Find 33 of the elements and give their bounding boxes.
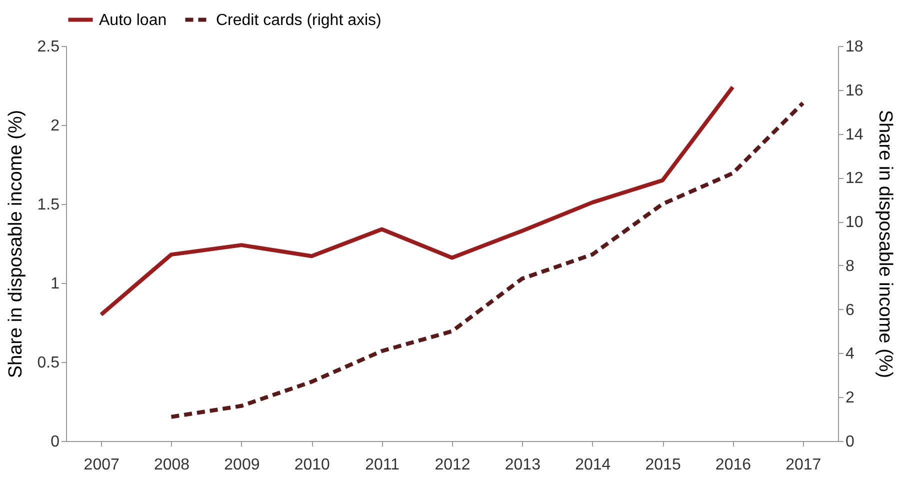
x-tick-label: 2008 <box>154 456 190 474</box>
y-tick-label: 0 <box>50 434 60 450</box>
y-tick-label: 1 <box>50 276 60 292</box>
y2-tick-label: 4 <box>846 346 854 363</box>
legend-label: Auto loan <box>99 12 167 29</box>
y2-tick-label: 2 <box>846 390 854 407</box>
x-tick-label: 2016 <box>715 456 752 474</box>
y2-axis-title: Share in disposable income (%) <box>874 110 896 378</box>
y-tick-label: 2 <box>50 118 60 134</box>
x-tick-label: 2017 <box>786 456 822 474</box>
y2-tick-label: 16 <box>846 82 864 100</box>
line-series <box>99 85 735 317</box>
legend-label: Credit cards (right axis) <box>216 12 382 29</box>
y2-tick-label: 12 <box>846 170 864 188</box>
y-axis-title: Share in disposable income (%) <box>5 110 26 378</box>
x-tick-label: 2013 <box>504 456 541 474</box>
x-tick-label: 2014 <box>575 456 611 474</box>
y2-tick-label: 18 <box>846 38 864 56</box>
x-tick-label: 2015 <box>645 456 681 474</box>
x-tick-label: 2010 <box>294 456 330 474</box>
y-tick-label: 0.5 <box>37 354 60 372</box>
x-tick-label: 2012 <box>434 456 470 474</box>
y2-tick-label: 10 <box>846 214 864 232</box>
y-tick-label: 1.5 <box>37 196 60 214</box>
x-tick-label: 2007 <box>84 456 120 474</box>
y2-tick-label: 8 <box>846 258 854 275</box>
y-tick-label: 2.5 <box>37 38 60 56</box>
y2-tick-label: 6 <box>846 302 854 319</box>
line-series <box>169 101 805 419</box>
y2-tick-label: 0 <box>846 434 854 450</box>
y2-tick-label: 14 <box>846 126 864 144</box>
x-tick-label: 2011 <box>365 456 400 474</box>
x-tick-label: 2009 <box>224 456 260 474</box>
